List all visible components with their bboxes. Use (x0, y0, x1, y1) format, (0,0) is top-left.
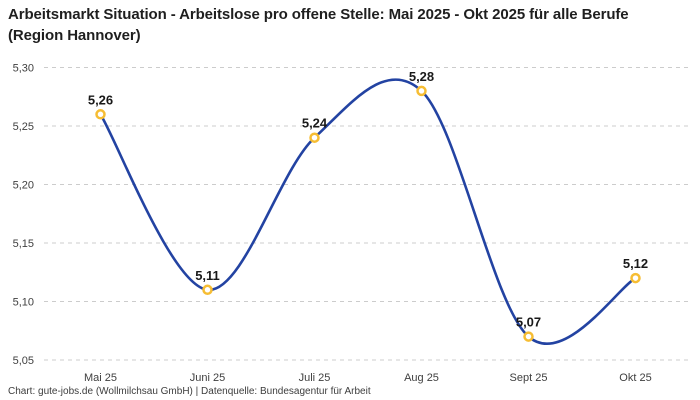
x-axis-tick-label: Okt 25 (619, 372, 651, 384)
y-axis-tick-label: 5,05 (13, 355, 34, 367)
data-point-label: 5,28 (409, 69, 434, 84)
data-point-label: 5,11 (195, 268, 220, 283)
x-axis-tick-label: Juli 25 (299, 372, 331, 384)
data-point-marker[interactable] (309, 132, 320, 143)
data-point-label: 5,07 (516, 315, 541, 330)
data-point-marker[interactable] (630, 272, 641, 284)
data-point-label: 5,12 (623, 256, 648, 271)
x-axis-tick-label: Aug 25 (404, 372, 439, 384)
x-axis-tick-label: Sept 25 (510, 372, 548, 384)
y-axis-tick-label: 5,20 (13, 180, 34, 192)
data-point-marker[interactable] (523, 331, 534, 342)
data-point-label: 5,24 (302, 116, 328, 131)
chart-credit: Chart: gute-jobs.de (Wollmilchsau GmbH) … (8, 386, 371, 397)
data-point-marker[interactable] (202, 284, 213, 296)
data-point-marker[interactable] (416, 85, 427, 97)
data-point-marker[interactable] (95, 109, 106, 120)
x-axis-tick-label: Mai 25 (84, 372, 117, 384)
x-axis-tick-label: Juni 25 (190, 372, 225, 384)
y-axis-tick-label: 5,25 (13, 121, 34, 133)
y-axis-tick-label: 5,15 (13, 238, 34, 250)
data-point-label: 5,26 (88, 92, 113, 107)
chart-title: Arbeitsmarkt Situation - Arbeitslose pro… (8, 6, 629, 44)
trend-line (99, 78, 637, 346)
y-axis-tick-label: 5,10 (13, 297, 34, 309)
y-axis-tick-label: 5,30 (13, 63, 34, 75)
